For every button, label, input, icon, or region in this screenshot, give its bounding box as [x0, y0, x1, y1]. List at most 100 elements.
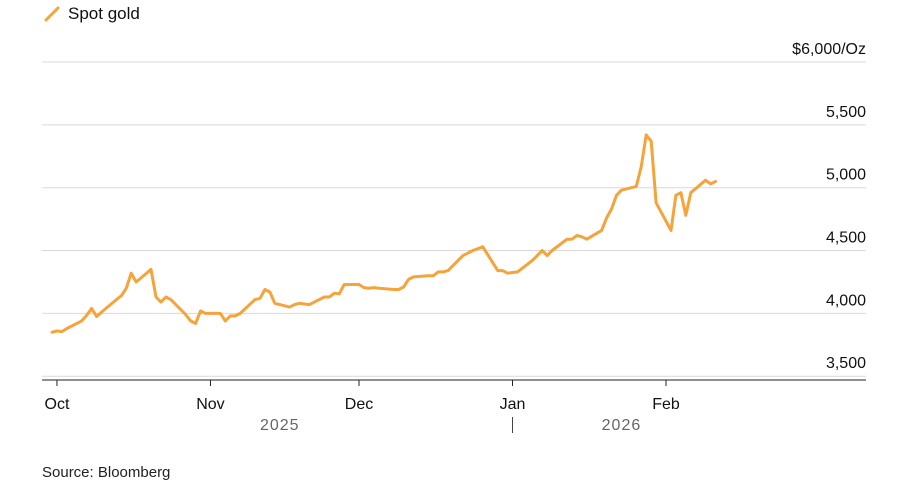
y-tick-label-4000: 4,000	[826, 292, 866, 309]
data-point	[377, 287, 380, 290]
data-point	[471, 249, 475, 252]
data-point	[684, 214, 687, 217]
data-point	[184, 313, 187, 316]
data-point	[635, 185, 638, 188]
data-point	[466, 251, 470, 255]
data-point	[362, 286, 366, 289]
data-point	[55, 329, 59, 333]
data-point	[620, 189, 623, 192]
data-point	[506, 272, 509, 275]
x-tick-label-jan: Jan	[500, 396, 526, 413]
gridlines	[42, 61, 866, 377]
data-point	[392, 288, 395, 291]
data-point	[159, 300, 163, 304]
data-point	[714, 180, 717, 183]
year-label-2025: 2025	[260, 417, 300, 434]
data-point	[546, 254, 549, 257]
data-point	[372, 286, 376, 289]
data-point	[654, 201, 658, 204]
data-point	[531, 259, 534, 262]
x-axis: Oct Nov Dec Jan Feb 2025 2026	[42, 379, 866, 434]
data-point	[412, 275, 415, 279]
data-point	[437, 270, 440, 274]
data-point	[303, 302, 306, 306]
data-point	[149, 268, 153, 271]
data-point	[481, 245, 484, 248]
data-point	[189, 319, 192, 323]
data-point	[570, 238, 574, 241]
data-point	[565, 238, 569, 241]
year-label-2026: 2026	[602, 417, 642, 434]
data-point	[293, 303, 296, 306]
data-point	[115, 298, 118, 301]
legend-swatch-icon	[44, 6, 60, 22]
data-point	[501, 269, 504, 272]
data-point	[357, 283, 361, 286]
data-point	[65, 327, 69, 330]
data-point	[536, 254, 539, 257]
data-point	[550, 249, 554, 252]
data-point	[541, 249, 544, 252]
data-point	[154, 295, 158, 299]
data-point	[80, 319, 83, 323]
x-tick-label-oct: Oct	[45, 396, 70, 413]
x-tick-label-feb: Feb	[652, 396, 680, 413]
data-point	[204, 312, 207, 315]
data-point	[402, 285, 405, 289]
data-point	[130, 272, 133, 275]
data-point	[367, 287, 371, 290]
data-point	[645, 133, 648, 137]
data-point	[239, 312, 242, 315]
data-point	[432, 274, 435, 277]
data-point	[120, 294, 123, 297]
data-point	[60, 330, 64, 333]
data-point	[516, 270, 519, 274]
data-point	[650, 140, 653, 143]
data-point	[125, 287, 128, 290]
data-point	[679, 191, 683, 194]
data-point	[273, 302, 276, 305]
data-point	[90, 307, 93, 310]
data-point	[674, 194, 678, 197]
y-tick-label-5000: 5,000	[826, 167, 866, 184]
data-point	[427, 274, 430, 277]
series-layer	[50, 133, 717, 334]
x-tick-label-dec: Dec	[345, 396, 373, 413]
data-point	[461, 254, 465, 257]
data-point	[407, 278, 410, 281]
data-point	[199, 309, 202, 313]
data-point	[50, 331, 54, 334]
data-point	[446, 269, 450, 272]
x-tick-label-nov: Nov	[196, 396, 224, 413]
source-note: Source: Bloomberg	[42, 464, 170, 481]
data-point	[135, 280, 138, 284]
series-line-spot-gold	[50, 133, 717, 334]
data-point	[268, 290, 272, 294]
data-point	[164, 295, 168, 299]
data-point	[258, 297, 262, 300]
data-point	[338, 292, 341, 296]
data-point	[288, 305, 291, 309]
y-tick-label-4500: 4,500	[826, 230, 866, 247]
data-point	[397, 288, 400, 291]
data-point	[615, 194, 618, 197]
data-point	[263, 288, 267, 291]
y-axis-labels: $6,000/Oz 5,500 5,000 4,500 4,000 3,500	[792, 41, 866, 372]
data-point	[224, 319, 227, 323]
data-point	[253, 298, 257, 301]
data-point	[580, 235, 583, 238]
data-point	[640, 165, 643, 168]
data-point	[333, 292, 336, 295]
data-point	[194, 322, 197, 325]
y-tick-label-3500: 3,500	[826, 355, 866, 372]
data-point	[229, 314, 232, 318]
data-point	[689, 191, 692, 194]
data-point	[234, 314, 237, 318]
data-point	[669, 229, 673, 232]
data-point	[328, 295, 331, 299]
data-point	[704, 179, 707, 182]
data-point	[308, 303, 311, 306]
data-point	[610, 207, 613, 211]
data-point	[95, 315, 98, 318]
data-point	[575, 234, 579, 237]
